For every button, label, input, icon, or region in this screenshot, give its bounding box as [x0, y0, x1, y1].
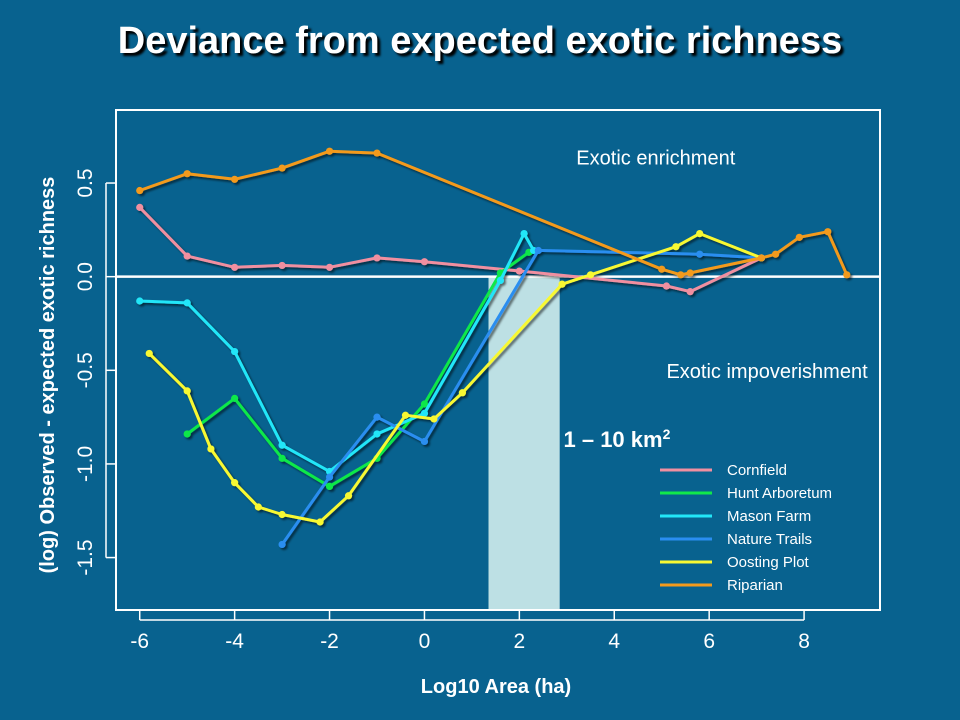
data-point: [183, 170, 191, 178]
data-point: [136, 186, 144, 195]
series-line: [185, 250, 531, 488]
data-point: [278, 540, 286, 549]
data-point: [183, 299, 191, 307]
legend-label: Cornfield: [727, 462, 787, 479]
data-point: [373, 413, 381, 421]
legend-label: Hunt Arboretum: [727, 485, 832, 502]
data-point: [344, 492, 353, 500]
data-point: [515, 267, 523, 275]
data-point: [658, 265, 666, 273]
data-point: [183, 252, 191, 260]
x-tick-label: 6: [703, 630, 715, 653]
data-point: [795, 233, 803, 241]
y-tick-label: -0.5: [74, 352, 97, 388]
x-axis-label: Log10 Area (ha): [421, 676, 571, 698]
data-point: [278, 441, 286, 449]
x-tick-label: -4: [225, 630, 244, 653]
data-point: [401, 411, 410, 419]
data-point: [373, 254, 381, 262]
x-tick-label: 2: [514, 630, 526, 653]
data-point: [278, 510, 286, 519]
data-point: [696, 229, 704, 238]
data-point: [325, 482, 334, 491]
x-tick-label: 0: [419, 630, 431, 653]
series-line: [138, 232, 536, 473]
series-line: [147, 232, 763, 524]
data-point: [145, 349, 153, 358]
data-point: [520, 229, 528, 238]
x-tick-label: 8: [798, 630, 810, 653]
data-point: [430, 415, 438, 423]
y-tick-label: -1.0: [74, 446, 97, 482]
data-point: [662, 282, 671, 290]
x-tick-label: -6: [130, 630, 149, 653]
data-point: [420, 400, 429, 408]
legend-label: Oosting Plot: [727, 554, 810, 571]
data-point: [534, 246, 542, 255]
data-point: [231, 394, 239, 402]
data-point: [824, 228, 832, 236]
data-point: [586, 271, 595, 279]
data-point: [458, 389, 467, 397]
band-label: 1 – 10 km2: [564, 426, 671, 452]
data-point: [757, 254, 765, 262]
data-point: [231, 175, 239, 183]
series-hunt-arboretum: [183, 248, 533, 491]
legend-label: Mason Farm: [727, 508, 811, 525]
y-tick-label: 0.0: [74, 262, 97, 291]
data-point: [772, 250, 780, 258]
data-point: [496, 276, 504, 285]
data-point: [696, 250, 704, 258]
data-point: [231, 263, 239, 271]
data-point: [558, 280, 566, 288]
data-point: [183, 430, 191, 438]
legend-label: Nature Trails: [727, 531, 812, 548]
x-tick-label: -2: [320, 630, 339, 653]
data-point: [278, 164, 286, 172]
data-point: [136, 297, 144, 305]
data-point: [373, 149, 381, 157]
data-point: [278, 454, 286, 462]
data-point: [686, 288, 694, 296]
x-tick-label: 4: [608, 630, 620, 653]
highlight-band: [488, 276, 560, 610]
plot-frame: [115, 109, 881, 611]
data-point: [231, 479, 239, 487]
data-point: [843, 271, 851, 279]
data-point: [420, 258, 429, 266]
data-point: [686, 269, 694, 277]
data-point: [254, 503, 262, 511]
data-point: [373, 430, 381, 438]
data-point: [420, 409, 429, 417]
annotation-impoverishment: Exotic impoverishment: [666, 361, 868, 383]
data-point: [136, 203, 144, 211]
data-point: [325, 473, 334, 481]
legend-label: Riparian: [727, 577, 783, 594]
data-point: [420, 437, 429, 446]
y-tick-label: -1.5: [74, 539, 97, 575]
series-oosting-plot: [145, 229, 765, 526]
data-point: [183, 387, 191, 395]
data-point: [207, 445, 215, 453]
data-point: [672, 243, 680, 251]
data-point: [325, 263, 334, 271]
series-cornfield: [136, 203, 765, 296]
data-point: [316, 518, 324, 526]
slide-title: Deviance from expected exotic richness: [117, 20, 843, 62]
data-point: [278, 261, 286, 270]
series-riparian: [136, 147, 851, 279]
data-point: [231, 347, 239, 356]
series-mason-farm: [136, 229, 538, 476]
data-point: [325, 147, 334, 155]
y-axis-label: (log) Observed - expected exotic richnes…: [37, 177, 59, 574]
data-point: [677, 271, 685, 279]
series-line: [138, 149, 849, 277]
annotation-enrichment: Exotic enrichment: [576, 147, 735, 169]
y-tick-label: 0.5: [74, 168, 97, 197]
